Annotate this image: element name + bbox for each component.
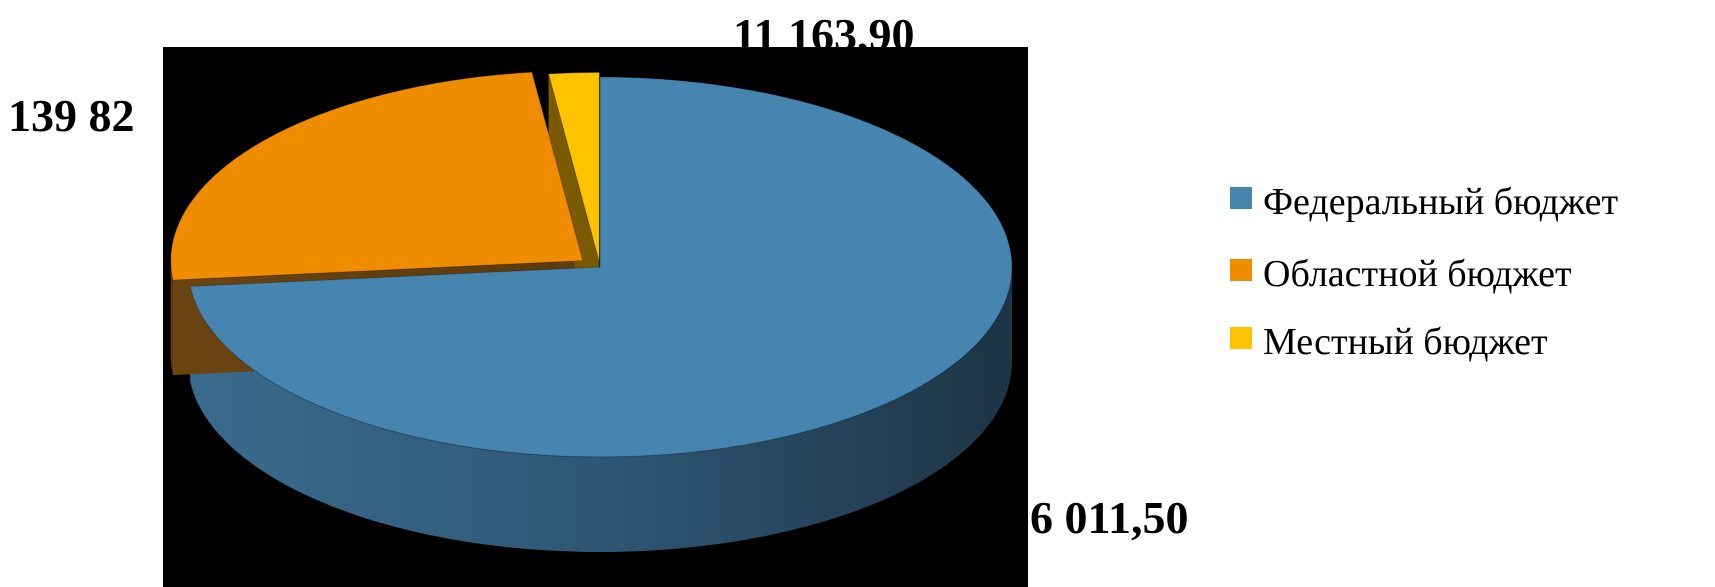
- data-label-federal: 6 011,50: [1030, 492, 1188, 543]
- pie-slice-federal: [189, 76, 1013, 458]
- data-label-local: 11 163,90: [733, 9, 914, 60]
- pie-side-regional: [170, 260, 173, 376]
- pie-side-federal: [190, 267, 1013, 553]
- legend: Федеральный бюджет Областной бюджет Мест…: [1230, 181, 1619, 363]
- legend-label-federal: Федеральный бюджет: [1263, 181, 1619, 223]
- legend-swatch-federal: [1230, 187, 1252, 209]
- legend-swatch-local: [1230, 327, 1252, 349]
- legend-label-regional: Областной бюджет: [1263, 253, 1572, 295]
- legend-swatch-regional: [1230, 259, 1252, 281]
- legend-label-local: Местный бюджет: [1263, 321, 1548, 363]
- data-label-regional: 139 82: [8, 90, 135, 141]
- pie-tops: [170, 71, 1013, 458]
- pie-slice-regional: [170, 71, 584, 281]
- pie-slice-local: [547, 71, 600, 263]
